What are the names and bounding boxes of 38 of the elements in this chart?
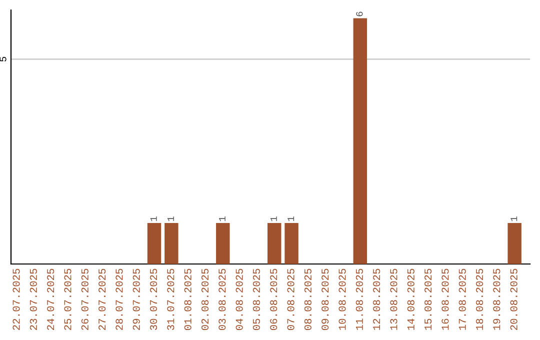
x-tick-label: 25.07.2025 xyxy=(64,268,72,330)
x-tick-label: 10.08.2025 xyxy=(338,268,346,330)
x-tick-label: 01.08.2025 xyxy=(184,268,192,330)
data-label: 1 xyxy=(510,216,518,222)
x-tick-label: 13.08.2025 xyxy=(390,268,398,330)
y-tick-label: 5 xyxy=(0,56,6,62)
x-tick-label: 14.08.2025 xyxy=(407,268,414,330)
x-tick-label: 31.07.2025 xyxy=(167,268,174,330)
x-tick-label: 27.07.2025 xyxy=(98,268,106,330)
x-tick-label: 02.08.2025 xyxy=(201,268,209,330)
x-tick-label: 22.07.2025 xyxy=(12,268,20,330)
data-label: 1 xyxy=(219,216,226,222)
data-label: 1 xyxy=(288,216,294,222)
x-tick-label: 19.08.2025 xyxy=(493,268,500,330)
x-tick-label: 17.08.2025 xyxy=(458,268,466,330)
x-tick-label: 29.07.2025 xyxy=(132,268,140,330)
x-tick-label: 26.07.2025 xyxy=(81,268,88,330)
x-tick-label: 09.08.2025 xyxy=(322,268,329,330)
x-tick-label: 23.07.2025 xyxy=(30,268,37,330)
x-tick-label: 24.07.2025 xyxy=(47,268,54,330)
data-label: 1 xyxy=(270,216,277,222)
x-tick-label: 16.08.2025 xyxy=(442,268,449,330)
x-tick-label: 28.07.2025 xyxy=(116,268,123,330)
x-tick-label: 20.08.2025 xyxy=(510,268,518,330)
x-tick-label: 06.08.2025 xyxy=(270,268,278,330)
x-tick-label: 04.08.2025 xyxy=(236,268,243,330)
x-tick-label: 12.08.2025 xyxy=(373,268,380,330)
x-tick-label: 11.08.2025 xyxy=(356,268,363,330)
x-tick-label: 15.08.2025 xyxy=(424,268,432,330)
x-tick-label: 05.08.2025 xyxy=(252,268,260,330)
x-tick-label: 03.08.2025 xyxy=(218,268,226,330)
x-tick-label: 18.08.2025 xyxy=(476,268,484,330)
data-label: 1 xyxy=(150,216,157,222)
x-tick-label: 30.07.2025 xyxy=(150,268,158,330)
x-tick-label: 07.08.2025 xyxy=(287,268,294,330)
data-label: 1 xyxy=(168,216,174,222)
x-tick-label: 08.08.2025 xyxy=(304,268,312,330)
data-label: 6 xyxy=(356,12,363,16)
